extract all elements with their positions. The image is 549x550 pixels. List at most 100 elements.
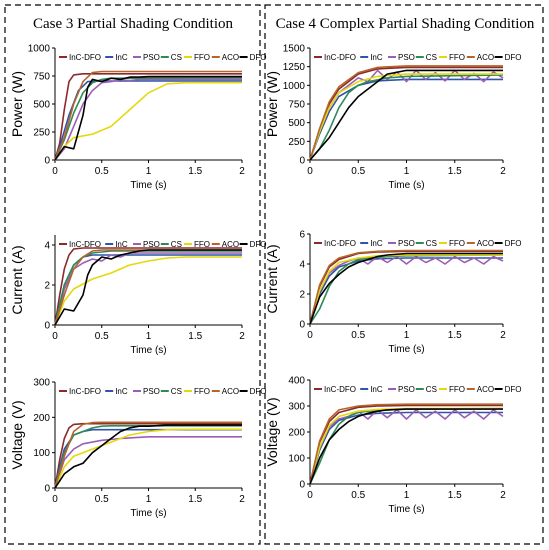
y-tick-label: 1000 [283, 81, 306, 92]
y-tick-label: 1250 [283, 62, 306, 73]
series-line-DFO [309, 252, 503, 325]
y-tick-label: 750 [33, 72, 50, 83]
chart-p1-c2: 0 100 200 300 400 0 0.5 1 1.5 2 Time (s) Voltage (V… [264, 376, 521, 516]
y-tick-label: 500 [33, 100, 50, 111]
x-tick-label: 0.5 [351, 490, 365, 501]
series-line-FFO [309, 73, 503, 161]
x-tick-label: 0.5 [95, 166, 109, 177]
y-tick-label: 250 [33, 128, 50, 139]
x-tick-label: 2 [500, 330, 506, 341]
series-line-DFO [54, 249, 242, 326]
x-tick-label: 1.5 [188, 331, 202, 342]
x-tick-label: 1 [146, 494, 152, 505]
legend-entry: PSO [398, 53, 415, 62]
y-tick-label: 0 [44, 484, 50, 495]
y-axis-label: Voltage (V) [9, 400, 25, 469]
y-axis-label: Current (A) [264, 244, 280, 313]
legend-entry: DFO [250, 240, 267, 249]
x-axis-label: Time (s) [388, 180, 424, 191]
legend-entry: ACO [477, 385, 494, 394]
legend: InC-DFO InC PSO CS FFO ACO DFO [314, 53, 521, 62]
legend-entry: InC [115, 53, 128, 62]
legend: InC-DFO InC PSO CS FFO ACO DFO [314, 385, 521, 394]
legend-entry: FFO [449, 53, 465, 62]
series-line-PSO [309, 69, 504, 161]
legend-entry: PSO [398, 385, 415, 394]
x-tick-label: 2 [239, 166, 245, 177]
x-tick-label: 1.5 [188, 166, 202, 177]
y-tick-label: 2 [44, 281, 50, 292]
series-line-ACO [54, 70, 242, 161]
legend: InC-DFO InC PSO CS FFO ACO DFO [59, 240, 266, 249]
series-line-PSO [54, 78, 242, 161]
x-tick-label: 0.5 [351, 330, 365, 341]
y-tick-label: 100 [33, 448, 50, 459]
legend-entry: DFO [505, 239, 522, 248]
series-line-CS [309, 254, 504, 325]
y-tick-label: 100 [288, 454, 305, 465]
x-tick-label: 0.5 [95, 494, 109, 505]
legend: InC-DFO InC PSO CS FFO ACO DFO [314, 239, 521, 248]
legend-entry: ACO [477, 53, 494, 62]
case3-panel-border [4, 4, 261, 545]
y-tick-label: 4 [299, 260, 305, 271]
y-axis-label: Voltage (V) [264, 397, 280, 466]
y-tick-label: 6 [299, 230, 305, 241]
x-tick-label: 2 [500, 490, 506, 501]
legend: InC-DFO InC PSO CS FFO ACO DFO [59, 53, 266, 62]
legend-entry: InC [370, 239, 383, 248]
legend-entry: DFO [250, 387, 267, 396]
legend-entry: FFO [449, 239, 465, 248]
x-tick-label: 1 [146, 166, 152, 177]
x-tick-label: 0 [52, 494, 58, 505]
legend-entry: InC-DFO [324, 385, 356, 394]
x-axis-label: Time (s) [130, 180, 166, 191]
legend-entry: CS [171, 240, 182, 249]
x-tick-label: 1.5 [188, 494, 202, 505]
series-line-InC [54, 254, 242, 326]
legend-entry: InC-DFO [69, 387, 101, 396]
x-tick-label: 0.5 [95, 331, 109, 342]
series-line-FFO [54, 256, 242, 326]
legend-entry: FFO [194, 240, 210, 249]
legend-entry: InC [370, 53, 383, 62]
y-tick-label: 200 [288, 428, 305, 439]
y-tick-label: 750 [288, 100, 305, 111]
series-line-InC-DFO [54, 73, 242, 161]
series-line-DFO [54, 75, 242, 161]
series-line-InC-DFO [54, 422, 242, 489]
case4-panel-border [264, 4, 544, 545]
legend-entry: PSO [143, 240, 160, 249]
chart-p0-c0: 0 250 500 750 1000 0 0.5 1 1.5 2 Time (s) Power (W)… [9, 44, 266, 192]
y-axis-label: Current (A) [9, 245, 25, 314]
y-tick-label: 0 [44, 156, 50, 167]
legend-entry: CS [426, 53, 437, 62]
legend-entry: CS [426, 239, 437, 248]
y-tick-label: 1000 [28, 44, 51, 55]
legend-entry: CS [426, 385, 437, 394]
y-tick-label: 400 [288, 376, 305, 387]
series-line-PSO [54, 252, 242, 326]
series-line-CS [309, 74, 504, 161]
y-tick-label: 1500 [283, 44, 306, 55]
legend: InC-DFO InC PSO CS FFO ACO DFO [59, 387, 266, 396]
series-line-ACO [309, 65, 503, 161]
y-tick-label: 0 [299, 480, 305, 491]
x-tick-label: 1.5 [448, 166, 462, 177]
y-tick-label: 2 [299, 290, 305, 301]
x-tick-label: 0 [307, 166, 313, 177]
legend-entry: InC [370, 385, 383, 394]
x-tick-label: 1 [404, 490, 410, 501]
y-tick-label: 0 [299, 156, 305, 167]
series-line-ACO [54, 421, 242, 489]
y-tick-label: 300 [288, 402, 305, 413]
legend-entry: FFO [449, 385, 465, 394]
series-line-InC [309, 257, 503, 325]
y-tick-label: 200 [33, 413, 50, 424]
y-tick-label: 0 [44, 321, 50, 332]
legend-entry: InC-DFO [69, 240, 101, 249]
legend-entry: InC [115, 240, 128, 249]
